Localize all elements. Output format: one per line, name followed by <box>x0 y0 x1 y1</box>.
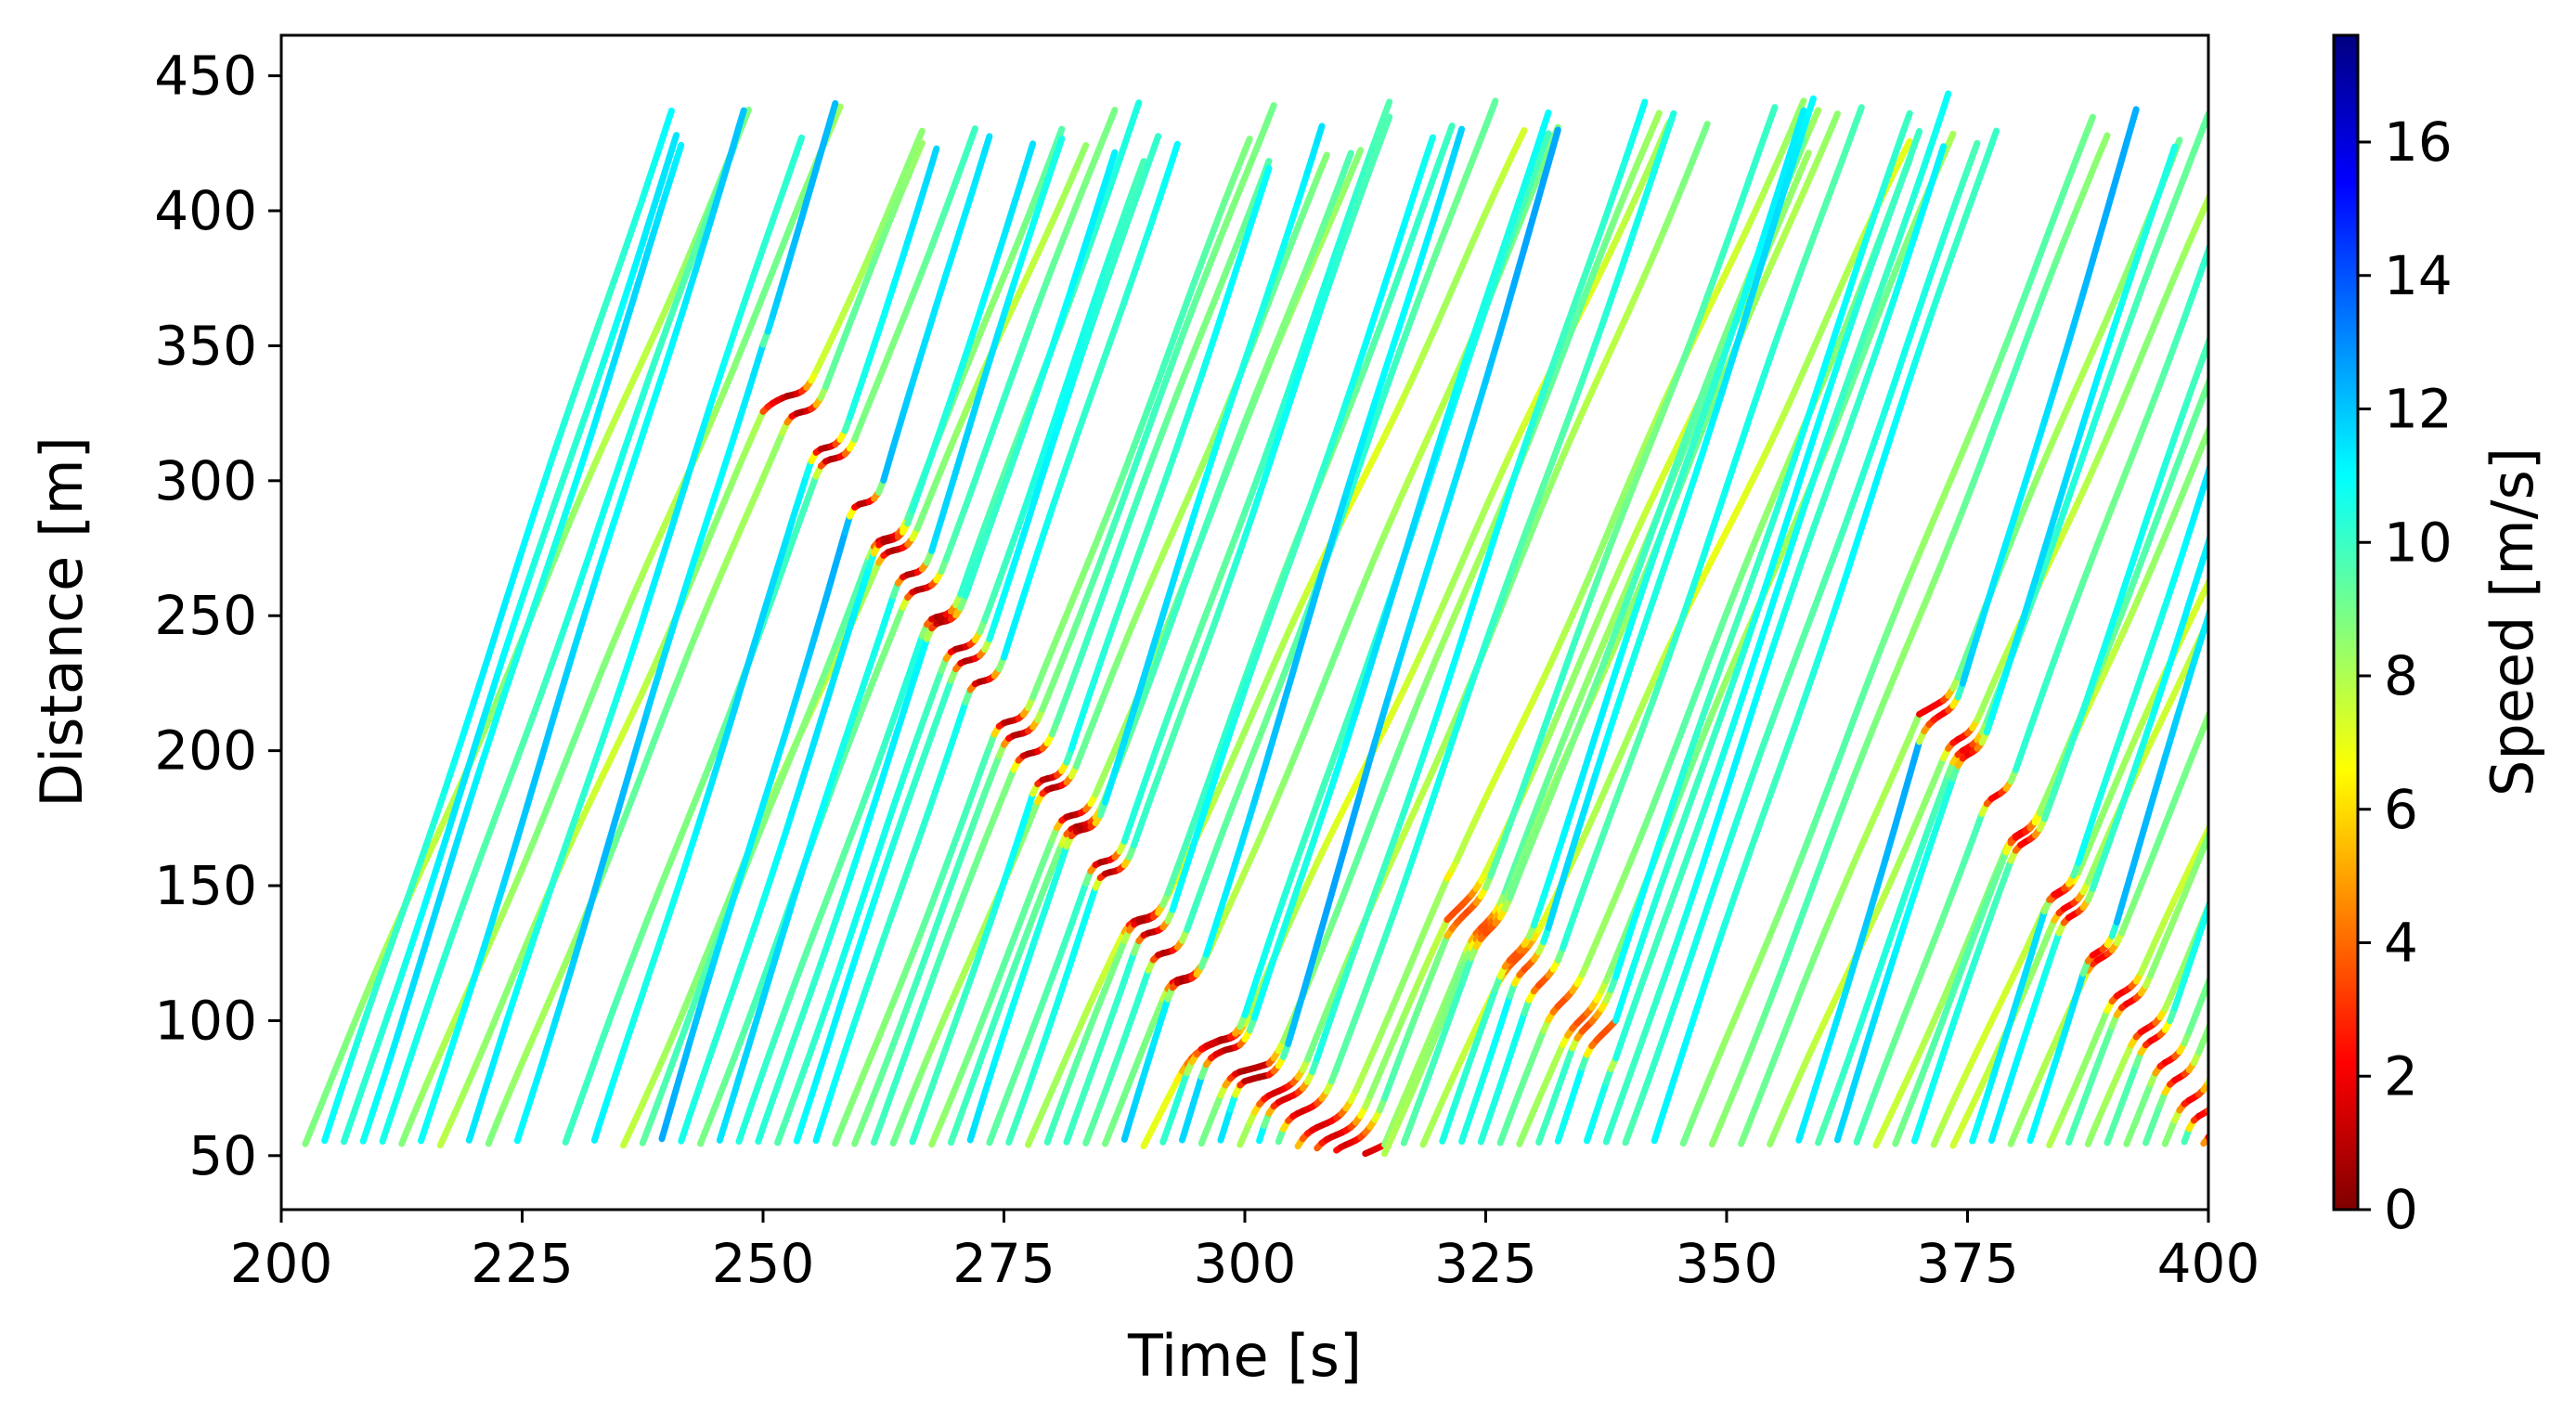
colorbar-tick-label: 6 <box>2384 778 2418 841</box>
colorbar-tick-label: 4 <box>2384 912 2418 975</box>
y-tick-label: 450 <box>154 45 257 108</box>
trajectory-layer <box>305 94 2219 1154</box>
y-tick-label: 300 <box>154 449 257 512</box>
x-axis: 200 225 250 275 300 325 350 375 400 <box>230 1210 2260 1295</box>
colorbar-tick-label: 2 <box>2384 1044 2418 1108</box>
y-axis: 50 100 150 200 250 300 350 400 450 <box>154 45 281 1187</box>
colorbar-tick-label: 14 <box>2384 244 2453 307</box>
x-tick-label: 250 <box>712 1232 815 1295</box>
y-axis-label: Distance [m] <box>28 436 96 808</box>
x-tick-label: 325 <box>1434 1232 1537 1295</box>
colorbar <box>2334 35 2358 1210</box>
y-tick-label: 400 <box>154 179 257 242</box>
y-tick-label: 350 <box>154 314 257 377</box>
colorbar-label: Speed [m/s] <box>2479 447 2546 797</box>
x-axis-label: Time [s] <box>1127 1322 1362 1390</box>
colorbar-tick-label: 8 <box>2384 644 2418 707</box>
x-tick-label: 300 <box>1194 1232 1297 1295</box>
x-tick-label: 225 <box>471 1232 574 1295</box>
colorbar-ticks: 0 2 4 6 8 10 12 14 16 <box>2358 110 2453 1241</box>
y-tick-label: 50 <box>188 1124 257 1187</box>
y-tick-label: 250 <box>154 584 257 647</box>
colorbar-tick-label: 0 <box>2384 1178 2418 1241</box>
x-tick-label: 200 <box>230 1232 333 1295</box>
y-tick-label: 100 <box>154 989 257 1052</box>
y-tick-label: 150 <box>154 854 257 917</box>
x-tick-label: 400 <box>2157 1232 2260 1295</box>
x-tick-label: 275 <box>952 1232 1055 1295</box>
x-tick-label: 350 <box>1676 1232 1779 1295</box>
x-tick-label: 375 <box>1916 1232 2019 1295</box>
colorbar-tick-label: 12 <box>2384 378 2453 441</box>
colorbar-tick-label: 10 <box>2384 511 2453 574</box>
y-tick-label: 200 <box>154 719 257 783</box>
colorbar-tick-label: 16 <box>2384 110 2453 174</box>
